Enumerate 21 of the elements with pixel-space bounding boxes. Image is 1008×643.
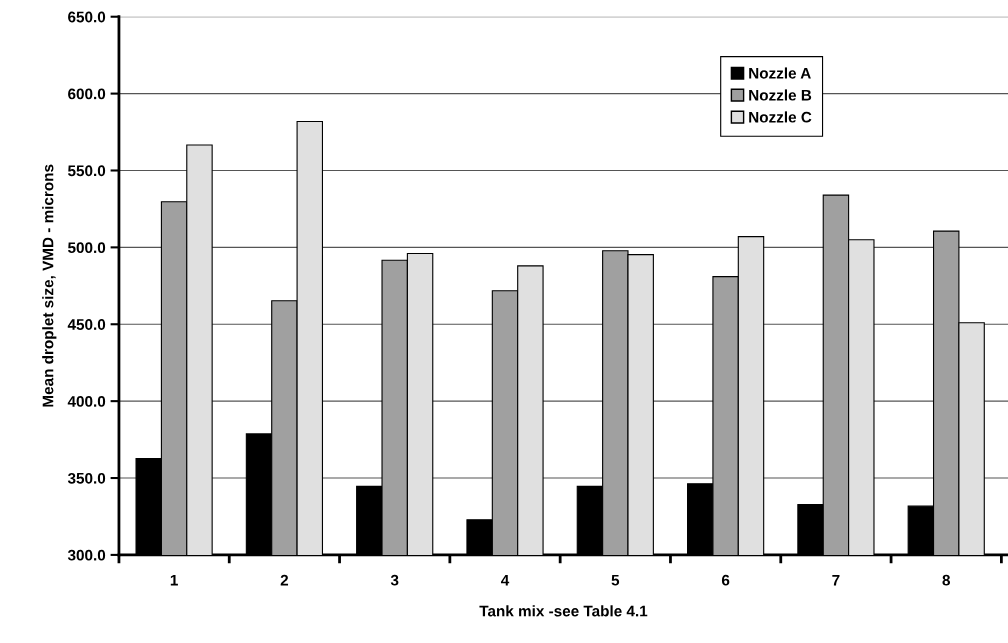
legend-label: Nozzle A bbox=[749, 67, 811, 79]
legend-label: Nozzle C bbox=[749, 111, 812, 123]
y-tick-label: 450.0 bbox=[67, 319, 106, 330]
y-axis-title: Mean droplet size, VMD - microns bbox=[42, 164, 57, 407]
y-tick-label: 350.0 bbox=[67, 472, 106, 484]
x-tick-label: 5 bbox=[611, 574, 620, 586]
x-tick-label: 8 bbox=[942, 574, 951, 586]
y-tick-label: 400.0 bbox=[67, 396, 106, 407]
x-tick-label: 7 bbox=[832, 574, 840, 586]
y-tick-label: 650.0 bbox=[68, 11, 106, 23]
legend-label: Nozzle B bbox=[749, 89, 812, 101]
x-axis-title: Tank mix -see Table 4.1 bbox=[479, 605, 648, 617]
x-tick-label: 4 bbox=[500, 574, 510, 586]
y-tick-label: 550.0 bbox=[67, 165, 106, 177]
x-tick-label: 1 bbox=[170, 574, 178, 586]
y-tick-label: 600.0 bbox=[68, 88, 106, 100]
x-tick-label: 3 bbox=[390, 574, 399, 586]
x-tick-label: 2 bbox=[280, 574, 289, 586]
y-tick-label: 500.0 bbox=[67, 242, 106, 254]
x-tick-label: 6 bbox=[721, 574, 730, 586]
y-tick-label: 300.0 bbox=[67, 549, 106, 561]
